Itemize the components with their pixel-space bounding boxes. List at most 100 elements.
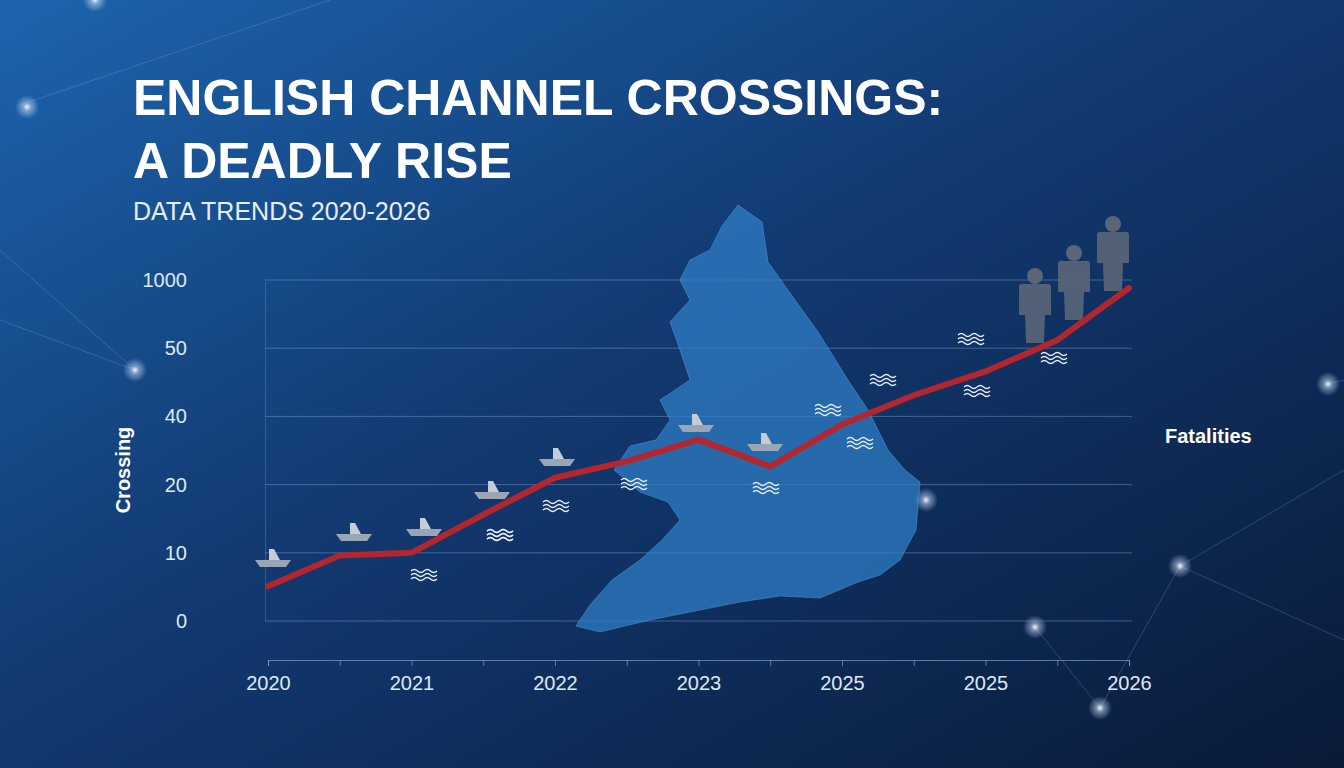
x-tick-mark <box>1129 660 1130 666</box>
x-tick-label: 2026 <box>1107 672 1152 694</box>
x-tick-mark <box>986 660 987 666</box>
y-tick-label: 0 <box>176 610 187 632</box>
boat-icon <box>678 414 714 432</box>
y-tick-label: 10 <box>165 542 187 564</box>
y-tick-label: 1000 <box>143 269 188 291</box>
y-tick: 1000 <box>143 269 266 291</box>
x-tick-mark <box>627 660 628 666</box>
grid-line <box>265 621 1132 622</box>
wave-line <box>543 505 569 508</box>
y-axis: 0 10 20 40 50 1000 <box>143 269 266 632</box>
x-tick: 2026 <box>1107 660 1152 694</box>
wave-line <box>1041 357 1067 360</box>
boat-hull <box>406 529 442 536</box>
wave-line <box>964 386 990 389</box>
network-dot <box>1168 554 1192 578</box>
network-dot <box>1088 696 1112 720</box>
wave-icon <box>753 483 779 494</box>
boat-icon <box>255 549 291 567</box>
wave-line <box>964 390 990 393</box>
wave-line <box>958 334 984 337</box>
y-axis-title: Crossing <box>112 427 134 514</box>
network-line <box>0 250 135 370</box>
map-shape <box>576 205 920 632</box>
wave-icon <box>815 405 841 416</box>
y-axis-line <box>265 281 266 622</box>
network-line <box>0 320 135 370</box>
wave-line <box>870 379 896 382</box>
wave-line <box>411 578 437 581</box>
wave-icon <box>870 375 896 386</box>
wave-line <box>964 394 990 397</box>
x-tick-mark <box>555 660 556 666</box>
wave-icon <box>487 530 513 541</box>
y-tick-label: 50 <box>165 337 187 359</box>
wave-icon <box>1041 353 1067 364</box>
x-tick <box>914 660 915 666</box>
x-tick <box>1057 660 1058 666</box>
wave-line <box>815 409 841 412</box>
x-tick-label: 2023 <box>677 672 722 694</box>
boat-icon <box>336 523 372 541</box>
x-tick-label: 2025 <box>964 672 1009 694</box>
x-tick-label: 2025 <box>820 672 865 694</box>
wave-icon <box>964 386 990 397</box>
wave-line <box>870 375 896 378</box>
network-line <box>1035 627 1100 708</box>
x-tick: 2023 <box>677 660 722 694</box>
person-body <box>1058 261 1090 320</box>
boat-cabin <box>488 481 499 492</box>
x-tick-mark <box>914 660 915 666</box>
x-axis: 2020 2021 2022 2023 2025 2025 2026 <box>246 660 1152 694</box>
wave-line <box>487 534 513 537</box>
wave-line <box>753 483 779 486</box>
network-line <box>1180 470 1344 566</box>
boat-cabin <box>692 414 703 425</box>
network-line <box>1100 566 1180 708</box>
wave-line <box>487 538 513 541</box>
chart: ENGLISH CHANNEL CROSSINGS:A DEADLY RISED… <box>0 0 1344 768</box>
person-head <box>1027 268 1043 284</box>
y-tick: 40 <box>165 405 265 427</box>
x-tick: 2025 <box>820 660 865 694</box>
x-tick: 2020 <box>246 660 291 694</box>
wave-line <box>621 479 647 482</box>
network-dot <box>1316 372 1340 396</box>
boat-hull <box>255 560 291 567</box>
x-tick: 2021 <box>390 660 435 694</box>
x-tick-mark <box>483 660 484 666</box>
y-tick: 20 <box>165 474 265 496</box>
wave-line <box>870 383 896 386</box>
person-icon <box>1019 268 1051 343</box>
wave-line <box>487 538 513 541</box>
boat-hull <box>336 534 372 541</box>
boat-hull <box>747 444 783 451</box>
wave-line <box>753 487 779 490</box>
network-dot <box>1023 615 1047 639</box>
wave-line <box>621 483 647 486</box>
wave-line <box>847 442 873 445</box>
x-tick <box>340 660 341 666</box>
boat-icon <box>406 518 442 536</box>
person-body <box>1097 232 1129 291</box>
boat-hull <box>474 492 510 499</box>
x-tick: 2025 <box>964 660 1009 694</box>
boat-icon <box>474 481 510 499</box>
annotation: Fatalities <box>1165 425 1252 447</box>
data-line <box>268 288 1129 586</box>
wave-icon <box>621 479 647 490</box>
background <box>0 0 1344 768</box>
x-axis-line <box>269 661 1130 667</box>
wave-line <box>411 574 437 577</box>
y-tick: 10 <box>165 542 265 564</box>
plot-area <box>268 288 1129 586</box>
boat-icon <box>747 433 783 451</box>
boat-icon <box>539 448 575 466</box>
wave-icon <box>487 530 513 541</box>
x-tick-label: 2020 <box>246 672 291 694</box>
boat-hull <box>678 425 714 432</box>
wave-line <box>487 530 513 533</box>
x-tick: 2022 <box>533 660 578 694</box>
network-decoration <box>0 0 1344 720</box>
wave-line <box>543 509 569 512</box>
